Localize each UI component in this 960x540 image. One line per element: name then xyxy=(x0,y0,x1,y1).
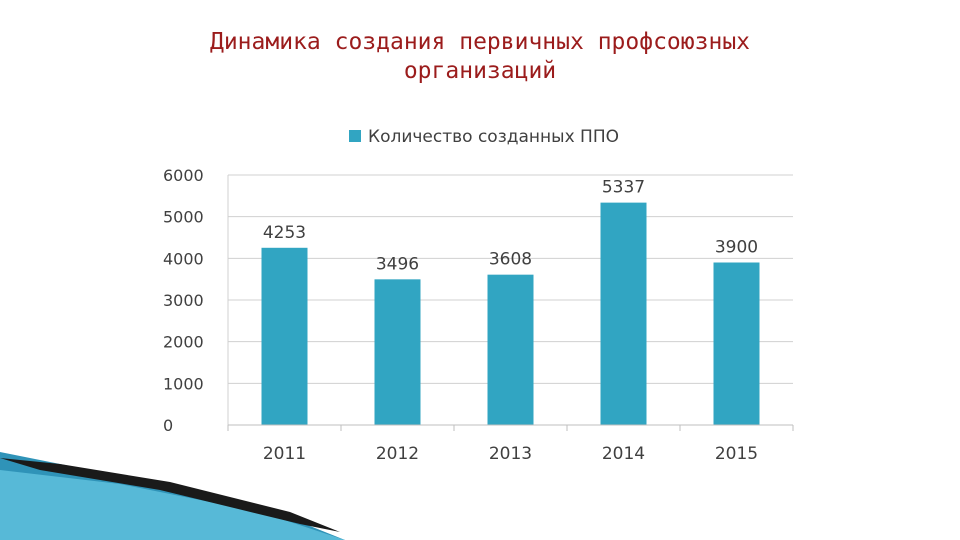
bar-value-labels: 4253 3496 3608 5337 3900 xyxy=(263,178,758,275)
y-tick-label: 4000 xyxy=(163,249,204,268)
bar-value-label: 3900 xyxy=(715,238,758,258)
decoration-swoosh-light xyxy=(0,470,345,540)
y-axis-ticks: 0 1000 2000 3000 4000 5000 6000 xyxy=(163,166,204,435)
x-category-label: 2011 xyxy=(263,444,306,464)
legend-swatch xyxy=(349,130,361,142)
slide-title-line-2: организаций xyxy=(403,58,557,84)
y-tick-label: 3000 xyxy=(163,291,204,310)
bar-value-label: 3608 xyxy=(489,250,532,270)
chart-bars xyxy=(261,202,760,425)
bar-value-label: 4253 xyxy=(263,223,306,243)
bar-2012 xyxy=(374,279,421,425)
bar-2015 xyxy=(713,262,760,425)
bar-2014 xyxy=(600,202,647,425)
chart-legend: Количество созданных ППО xyxy=(349,127,619,147)
x-category-label: 2012 xyxy=(376,444,419,464)
bar-value-label: 3496 xyxy=(376,254,419,274)
decoration-swoosh-dark xyxy=(0,458,340,532)
x-category-label: 2015 xyxy=(715,444,758,464)
legend-label: Количество созданных ППО xyxy=(368,127,619,147)
bar-2013 xyxy=(487,274,534,425)
y-tick-label: 1000 xyxy=(163,374,204,393)
slide-title: Динамика создания первичных профсоюзных … xyxy=(130,28,830,86)
y-tick-label: 5000 xyxy=(163,208,204,227)
y-tick-label: 6000 xyxy=(163,166,204,185)
y-tick-label: 0 xyxy=(163,416,173,435)
bar-2011 xyxy=(261,247,308,425)
slide-title-line-1: Динамика создания первичных профсоюзных xyxy=(209,29,751,55)
x-category-label: 2013 xyxy=(489,444,532,464)
x-category-label: 2014 xyxy=(602,444,645,464)
y-tick-label: 2000 xyxy=(163,333,204,352)
bar-value-label: 5337 xyxy=(602,178,645,198)
slide-decoration xyxy=(0,452,345,540)
x-axis: 2011 2012 2013 2014 2015 xyxy=(227,175,794,464)
